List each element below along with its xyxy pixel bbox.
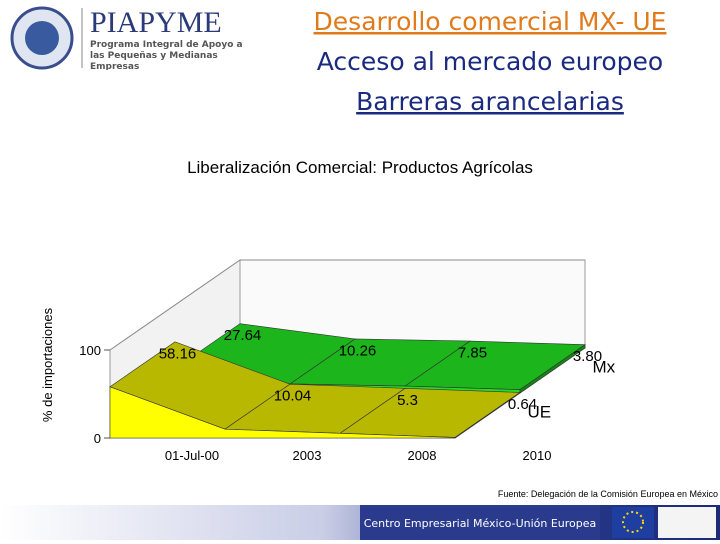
- data-label: 5.3: [397, 392, 418, 409]
- logo-subtitle: Programa Integral de Apoyo a las Pequeña…: [90, 40, 243, 70]
- chart-title: Liberalización Comercial: Productos Agrí…: [187, 158, 533, 177]
- source-note: Fuente: Delegación de la Comisión Europe…: [498, 489, 718, 499]
- area-side: [454, 391, 521, 439]
- data-label: 3.80: [573, 348, 602, 365]
- x-tick-label: 2010: [523, 448, 552, 463]
- logo-text: PIAPYME: [90, 6, 222, 39]
- data-label: 27.64: [224, 327, 262, 344]
- data-label: 10.26: [339, 342, 377, 359]
- grid-line: [109, 259, 585, 351]
- partner-logo: [658, 507, 716, 538]
- legend-label: UE: [528, 403, 552, 422]
- x-tick-label: 2008: [408, 448, 437, 463]
- data-label: 58.16: [159, 345, 197, 362]
- data-label: 7.85: [458, 345, 487, 362]
- footer-text: Centro Empresarial México-Unión Europea: [364, 517, 597, 530]
- x-tick-label: 2003: [293, 448, 322, 463]
- data-label: 10.04: [274, 388, 312, 405]
- logo-emblem-core: [25, 21, 59, 55]
- plot: 0 100 01-Jul-00 2003 2008 2010 27.64 10.26 7.85 3…: [79, 259, 616, 463]
- data-label: 0.64: [508, 396, 537, 413]
- legend-label: Mx: [593, 358, 616, 377]
- y-tick-label: 0: [94, 431, 101, 446]
- title-line: Barreras arancelarias: [356, 87, 624, 116]
- title-line: Desarrollo comercial MX- UE: [314, 7, 667, 36]
- footer-band: [360, 505, 600, 540]
- x-tick-label: 01-Jul-00: [165, 448, 219, 463]
- y-tick-label: 100: [79, 343, 101, 358]
- area-side: [519, 344, 586, 394]
- logo-subtitle-box: Programa Integral de Apoyo a las Pequeña…: [90, 40, 243, 70]
- eu-stars: [622, 511, 644, 533]
- title-line: Acceso al mercado europeo: [317, 47, 663, 76]
- y-axis-label: % de importaciones: [40, 307, 55, 422]
